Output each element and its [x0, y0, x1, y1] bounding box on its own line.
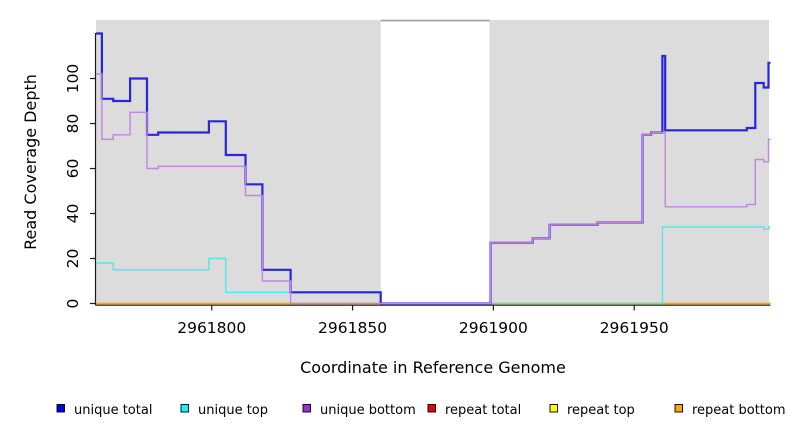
y-tick-label: 100 [64, 64, 82, 94]
legend-swatch-repeat-total [427, 404, 436, 413]
legend-item-repeat-bottom: repeat bottom [674, 403, 786, 418]
plot-panel-region-1 [489, 20, 770, 305]
y-axis-title: Read Coverage Depth [21, 74, 40, 250]
x-tick-label: 2961800 [177, 319, 246, 337]
plot-background-layer [96, 19, 770, 305]
y-tick-label: 80 [64, 114, 82, 134]
legend: unique total unique top unique bottom repea… [56, 403, 786, 418]
legend-label-repeat-bottom: repeat bottom [692, 403, 786, 418]
legend-item-unique-total: unique total [56, 403, 152, 418]
legend-swatch-repeat-bottom [674, 404, 683, 413]
y-tick-label: 0 [64, 299, 82, 309]
x-tick-label: 2961950 [600, 319, 669, 337]
series-layer [96, 32, 771, 305]
legend-swatch-unique-bottom [302, 404, 311, 413]
legend-label-repeat-total: repeat total [445, 403, 521, 418]
legend-item-repeat-top: repeat top [549, 403, 635, 418]
legend-swatch-unique-top [180, 404, 189, 413]
legend-label-unique-top: unique top [198, 403, 268, 418]
legend-item-unique-top: unique top [180, 403, 268, 418]
y-tick-label: 20 [64, 249, 82, 269]
legend-label-repeat-top: repeat top [567, 403, 635, 418]
legend-swatch-unique-total [56, 404, 65, 413]
y-tick-label: 40 [64, 204, 82, 224]
y-tick-label: 60 [64, 159, 82, 179]
legend-swatch-repeat-top [549, 404, 558, 413]
x-tick-label: 2961850 [318, 319, 387, 337]
legend-label-unique-total: unique total [74, 403, 152, 418]
series-line-unique-bottom [96, 73, 771, 305]
plot-panel-region-0 [96, 20, 381, 305]
legend-item-unique-bottom: unique bottom [302, 403, 416, 418]
legend-label-unique-bottom: unique bottom [320, 403, 416, 418]
legend-item-repeat-total: repeat total [427, 403, 521, 418]
x-tick-label: 2961900 [459, 319, 528, 337]
axes-layer: 2961800 2961850 2961900 2961950 0 20 40 60 80 100 [64, 33, 771, 337]
x-axis-title: Coordinate in Reference Genome [300, 358, 566, 377]
